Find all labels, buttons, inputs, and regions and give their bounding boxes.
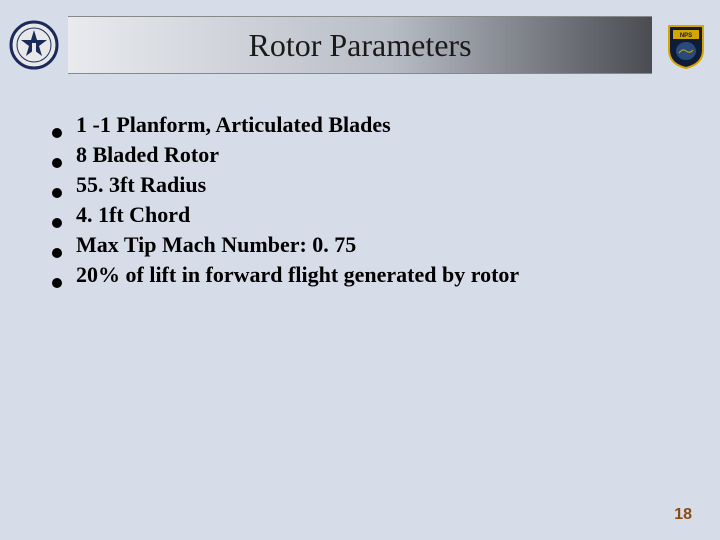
bullet-text: 20% of lift in forward flight generated … <box>76 260 519 290</box>
list-item: 1 -1 Planform, Articulated Blades <box>52 110 700 140</box>
nps-shield-icon: NPS <box>661 20 711 70</box>
header-bar: Rotor Parameters NPS <box>0 16 720 74</box>
slide-title: Rotor Parameters <box>248 27 471 64</box>
bullet-text: 8 Bladed Rotor <box>76 140 219 170</box>
list-item: 55. 3ft Radius <box>52 170 700 200</box>
bullet-icon <box>52 158 62 168</box>
bullet-text: 1 -1 Planform, Articulated Blades <box>76 110 391 140</box>
svg-text:NPS: NPS <box>680 33 692 39</box>
bullet-icon <box>52 278 62 288</box>
bullet-icon <box>52 128 62 138</box>
logo-right-box: NPS <box>652 16 720 74</box>
bullet-list: 1 -1 Planform, Articulated Blades 8 Blad… <box>52 110 700 290</box>
bullet-icon <box>52 218 62 228</box>
bullet-text: Max Tip Mach Number: 0. 75 <box>76 230 356 260</box>
logo-left-box <box>0 16 68 74</box>
list-item: 8 Bladed Rotor <box>52 140 700 170</box>
bullet-icon <box>52 248 62 258</box>
page-number: 18 <box>674 506 692 524</box>
bullet-text: 55. 3ft Radius <box>76 170 206 200</box>
list-item: Max Tip Mach Number: 0. 75 <box>52 230 700 260</box>
navy-seal-icon <box>9 20 59 70</box>
header-gradient: Rotor Parameters <box>68 16 652 74</box>
list-item: 4. 1ft Chord <box>52 200 700 230</box>
bullet-icon <box>52 188 62 198</box>
list-item: 20% of lift in forward flight generated … <box>52 260 700 290</box>
slide: Rotor Parameters NPS 1 -1 Planform, Arti… <box>0 0 720 540</box>
bullet-text: 4. 1ft Chord <box>76 200 190 230</box>
